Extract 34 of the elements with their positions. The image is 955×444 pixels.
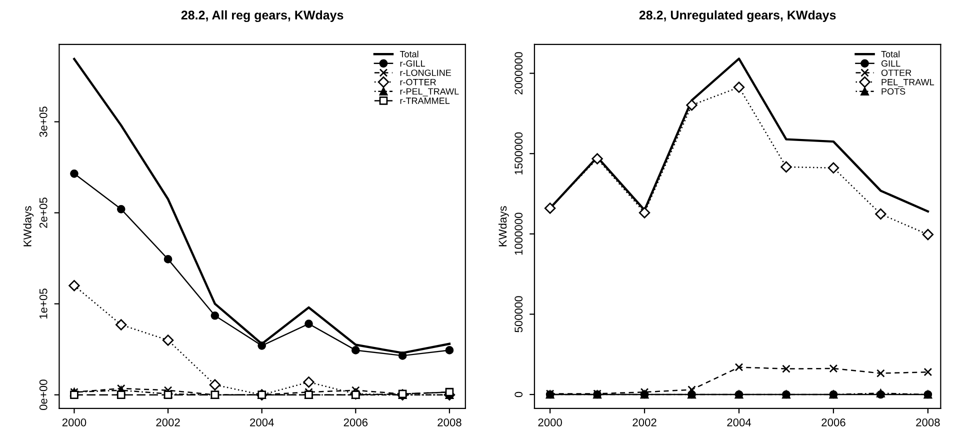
- x-tick-label: 2004: [250, 418, 274, 426]
- chart-title: 28.2, All reg gears, KWdays: [181, 10, 344, 22]
- x-tick-label: 2004: [727, 418, 752, 426]
- y-axis-title: KWdays: [23, 206, 34, 246]
- x-tick-label: 2008: [916, 418, 940, 426]
- y-tick-label: 0e+00: [39, 380, 48, 410]
- legend-label: r-LONGLINE: [400, 70, 452, 76]
- legend-label: OTTER: [881, 70, 912, 76]
- x-tick-label: 2000: [62, 418, 86, 426]
- y-tick-label: 1500000: [514, 132, 523, 174]
- y-tick-label: 3e+05: [39, 106, 48, 137]
- x-tick-label: 2002: [156, 418, 180, 426]
- legend-label: POTS: [882, 88, 906, 95]
- y-tick-label: 0: [514, 392, 523, 398]
- x-tick-label: 2006: [822, 418, 846, 426]
- y-tick-label: 1000000: [514, 212, 523, 255]
- y-tick-label: 500000: [514, 296, 523, 332]
- y-tick-label: 1e+05: [39, 288, 48, 319]
- x-tick-label: 2000: [538, 418, 562, 426]
- legend-label: Total: [400, 50, 418, 58]
- legend-label: r-OTTER: [400, 78, 436, 86]
- legend-label: r-TRAMMEL: [400, 98, 450, 104]
- y-axis-title: KWdays: [498, 206, 509, 246]
- legend-label: PEL_TRAWL: [882, 79, 934, 88]
- x-tick-label: 2008: [438, 418, 462, 426]
- y-tick-label: 2000000: [514, 52, 523, 94]
- y-tick-label: 2e+05: [39, 198, 48, 228]
- legend-label: Total: [881, 50, 900, 58]
- chart-title: 28.2, Unregulated gears, KWdays: [639, 10, 836, 22]
- x-tick-label: 2006: [344, 418, 368, 426]
- legend-label: GILL: [881, 60, 900, 67]
- x-tick-label: 2002: [632, 418, 656, 426]
- legend-label: r-PEL_TRAWL: [400, 88, 459, 96]
- legend-label: r-GILL: [400, 60, 426, 67]
